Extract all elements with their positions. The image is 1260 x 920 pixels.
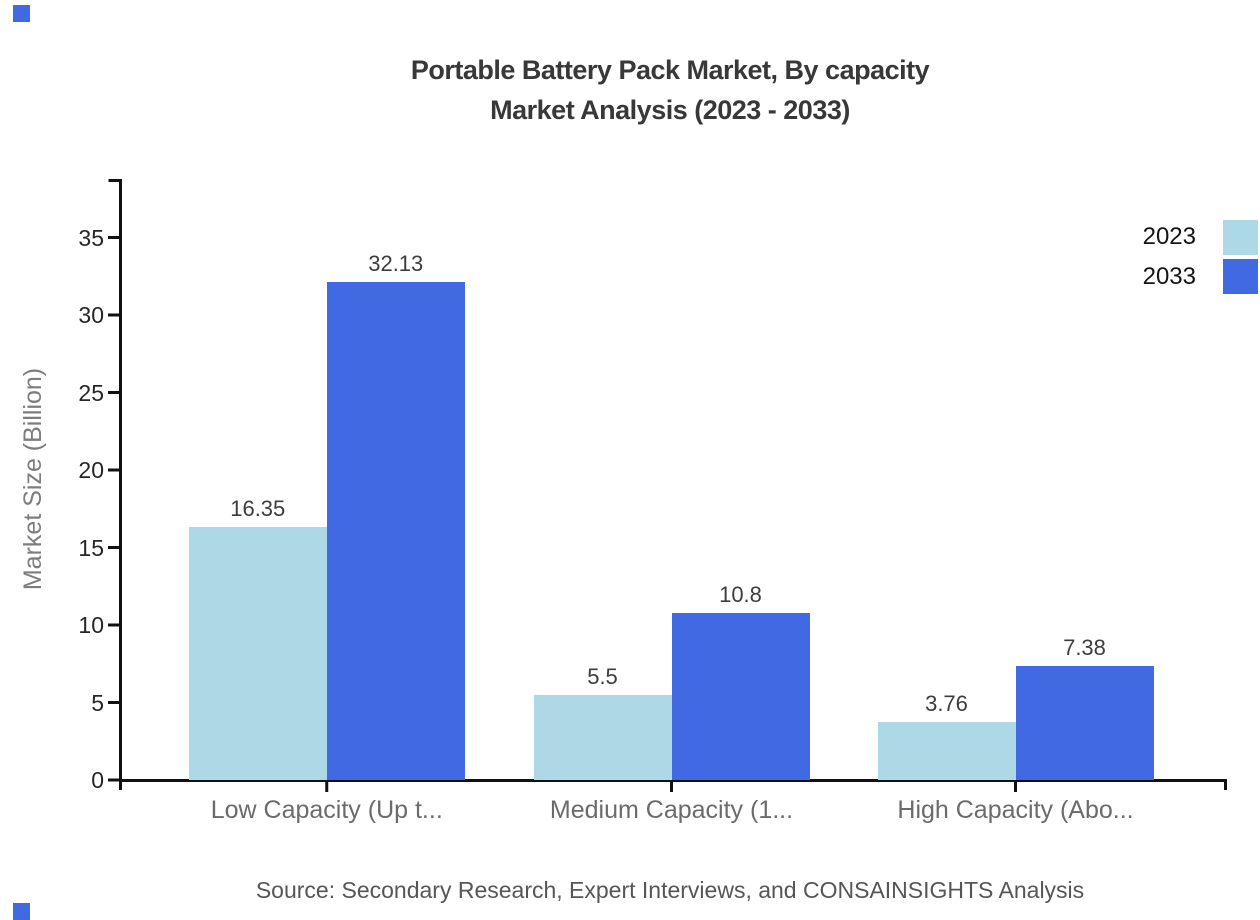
brand-mark-bottom-left [13,903,30,920]
value-label-2023-1: 5.5 [587,663,618,689]
chart-title-line1: Portable Battery Pack Market, By capacit… [410,55,930,85]
y-tick-label-30: 30 [78,302,104,328]
y-axis-ticks [108,236,120,782]
category-label-0: Low Capacity (Up t... [210,796,443,824]
category-label-1: Medium Capacity (1... [549,796,794,824]
value-label-2033-0: 32.13 [368,250,424,276]
category-label-2: High Capacity (Abo... [897,796,1134,824]
source-attribution: Source: Secondary Research, Expert Inter… [255,877,1085,903]
legend-swatch-2023 [1223,220,1258,255]
bar-2033-0 [326,281,465,780]
bar-2023-2 [877,721,1016,780]
y-tick-label-0: 0 [91,767,104,793]
y-axis-line [108,179,122,781]
bar-2033-1 [671,612,810,780]
value-label-2033-2: 7.38 [1063,634,1106,660]
value-label-2033-1: 10.8 [719,581,762,607]
y-tick-label-35: 35 [78,224,104,251]
brand-mark-top-left [13,5,30,22]
legend-label-2033: 2033 [1142,263,1196,290]
legend-label-2023: 2023 [1142,223,1196,250]
bar-2023-0 [188,526,327,780]
y-tick-label-10: 10 [78,612,104,638]
value-label-2023-0: 16.35 [230,495,286,521]
y-tick-label-15: 15 [78,534,104,561]
y-tick-label-5: 5 [91,689,104,716]
y-tick-label-25: 25 [78,379,104,406]
y-tick-label-20: 20 [78,457,104,483]
bar-2023-1 [533,694,672,780]
value-label-2023-2: 3.76 [925,690,968,716]
legend-swatch-2033 [1223,259,1258,294]
x-axis-ticks [325,780,1017,792]
bar-2033-2 [1015,665,1154,780]
chart-title-line2: Market Analysis (2023 - 2033) [490,95,850,125]
chart-title: Portable Battery Pack Market, By capacit… [80,50,1260,130]
